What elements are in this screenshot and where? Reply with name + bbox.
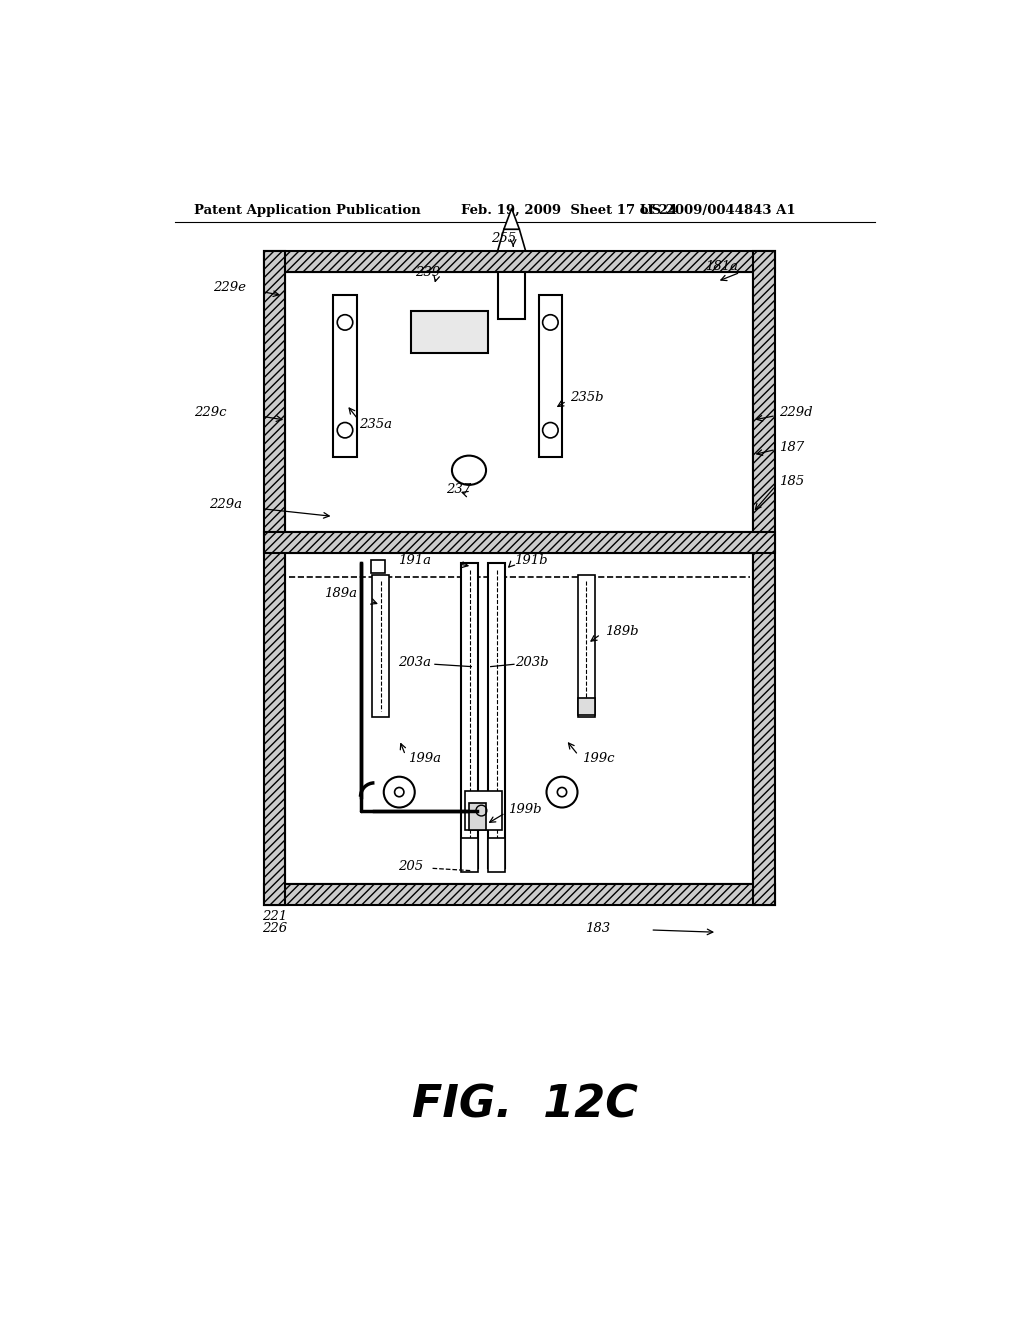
Text: 237: 237 xyxy=(445,483,471,496)
Bar xyxy=(286,553,754,884)
Bar xyxy=(461,562,478,869)
Text: Patent Application Publication: Patent Application Publication xyxy=(194,205,421,218)
Text: 229a: 229a xyxy=(209,499,243,511)
Bar xyxy=(263,884,775,906)
Bar xyxy=(488,837,506,873)
Bar xyxy=(263,532,775,553)
Text: 191a: 191a xyxy=(397,554,431,566)
Bar xyxy=(465,792,502,830)
Text: 203a: 203a xyxy=(397,656,431,669)
Text: Feb. 19, 2009  Sheet 17 of 24: Feb. 19, 2009 Sheet 17 of 24 xyxy=(461,205,678,218)
Text: 203b: 203b xyxy=(515,656,549,669)
Text: 221: 221 xyxy=(262,911,287,924)
Bar xyxy=(488,562,506,869)
Text: 255: 255 xyxy=(490,232,516,246)
Text: 229c: 229c xyxy=(194,407,226,418)
Text: 187: 187 xyxy=(779,441,804,454)
Text: 199b: 199b xyxy=(508,803,542,816)
Bar xyxy=(461,837,478,873)
Bar xyxy=(411,312,488,354)
Text: 205: 205 xyxy=(397,861,423,874)
Text: 189a: 189a xyxy=(324,587,357,601)
Text: 239: 239 xyxy=(415,265,440,279)
Text: FIG.  12C: FIG. 12C xyxy=(412,1084,638,1127)
Bar xyxy=(578,698,595,715)
Bar xyxy=(469,803,486,830)
Bar xyxy=(286,272,754,532)
Ellipse shape xyxy=(452,455,486,484)
Bar xyxy=(499,272,524,318)
Text: 199a: 199a xyxy=(409,752,441,766)
Bar xyxy=(372,576,389,718)
Polygon shape xyxy=(504,209,519,230)
Text: 235a: 235a xyxy=(359,417,392,430)
Text: 199c: 199c xyxy=(583,752,614,766)
Bar xyxy=(263,251,286,906)
Bar xyxy=(334,296,356,457)
Polygon shape xyxy=(498,230,525,251)
Text: 226: 226 xyxy=(262,921,287,935)
Bar xyxy=(578,576,595,718)
Bar xyxy=(263,251,775,272)
Text: 189b: 189b xyxy=(604,626,638,639)
Text: 191b: 191b xyxy=(514,554,548,566)
Text: 229e: 229e xyxy=(213,281,246,294)
Text: 235b: 235b xyxy=(569,391,603,404)
Bar xyxy=(754,251,775,906)
Text: 229d: 229d xyxy=(779,407,813,418)
Bar xyxy=(372,560,385,573)
Text: 183: 183 xyxy=(586,921,610,935)
Text: 185: 185 xyxy=(779,475,804,488)
Bar xyxy=(539,296,562,457)
Text: 181a: 181a xyxy=(706,260,738,273)
Text: US 2009/0044843 A1: US 2009/0044843 A1 xyxy=(640,205,795,218)
